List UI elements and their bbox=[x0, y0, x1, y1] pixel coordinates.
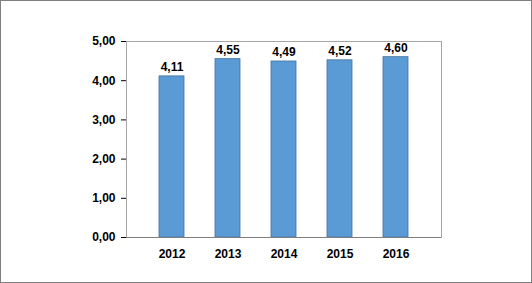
svg-text:4,55: 4,55 bbox=[216, 43, 240, 57]
svg-text:2015: 2015 bbox=[327, 247, 354, 261]
svg-text:4,49: 4,49 bbox=[272, 45, 296, 59]
svg-text:1,00: 1,00 bbox=[92, 191, 116, 205]
svg-text:0,00: 0,00 bbox=[92, 230, 116, 244]
svg-text:5,00: 5,00 bbox=[92, 34, 116, 48]
svg-text:2016: 2016 bbox=[383, 247, 410, 261]
svg-text:4,11: 4,11 bbox=[161, 60, 184, 74]
svg-text:4,52: 4,52 bbox=[328, 44, 352, 58]
svg-text:4,60: 4,60 bbox=[384, 41, 408, 55]
svg-text:2012: 2012 bbox=[159, 247, 186, 261]
svg-text:3,00: 3,00 bbox=[92, 113, 116, 127]
svg-text:2,00: 2,00 bbox=[92, 152, 116, 166]
svg-text:2014: 2014 bbox=[271, 247, 298, 261]
svg-text:4,00: 4,00 bbox=[92, 74, 116, 88]
svg-text:2013: 2013 bbox=[215, 247, 242, 261]
